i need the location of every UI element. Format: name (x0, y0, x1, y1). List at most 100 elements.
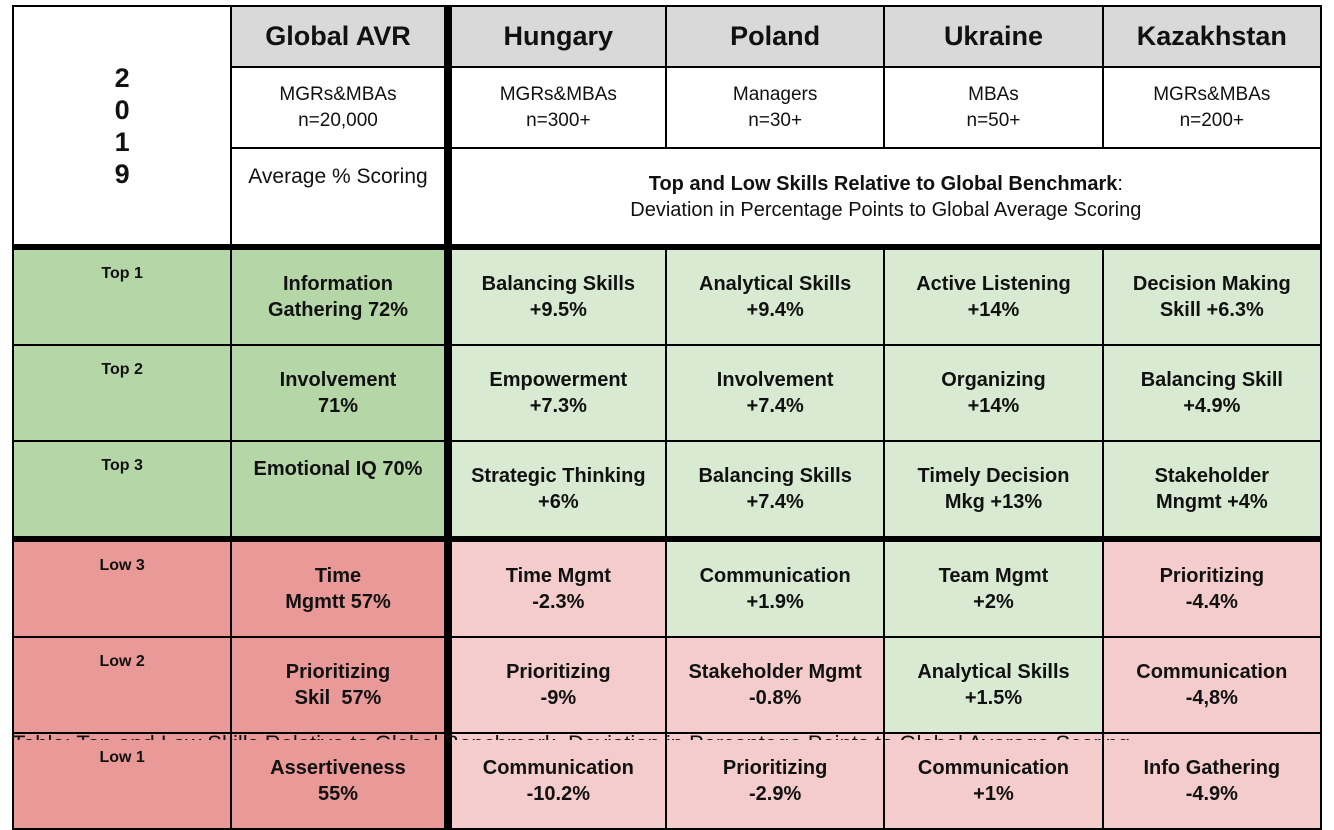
skill-name: Stakeholder Mgmt (688, 661, 862, 683)
skill-cell-kazakhstan: Balancing Skill +4.9% (1101, 344, 1323, 442)
global-skill-cell: Time Mgmtt 57% (230, 536, 449, 638)
skill-cell-poland: Prioritizing -2.9% (664, 732, 886, 830)
skill-cell-ukraine: Timely Decision Mkg +13% (883, 440, 1104, 540)
table-row-top-2: Top 2 Involvement 71% Empowerment +7.3% In… (11, 344, 1323, 442)
average-scoring-label: Average % Scoring (230, 147, 449, 248)
skill-cell-kazakhstan: Info Gathering -4.9% (1101, 732, 1323, 830)
header-row-samples: MGRs&MBAs n=20,000 MGRs&MBAs n=300+ Mana… (13, 66, 1323, 149)
deviation-note: Top and Low Skills Relative to Global Be… (443, 147, 1323, 248)
skill-name: Prioritizing (722, 757, 828, 779)
rank-label: Top 3 (11, 440, 233, 540)
global-sample: MGRs&MBAs n=20,000 (230, 66, 449, 149)
skill-name: Prioritizing (506, 661, 611, 683)
skill-line: 71% (317, 395, 358, 417)
skill-deviation: +7.4% (746, 491, 804, 513)
skill-deviation: Skill +6.3% (1159, 299, 1264, 321)
skill-name: Analytical Skills (699, 273, 852, 295)
skill-deviation: +14% (967, 395, 1020, 417)
country-header-ukraine: Ukraine (883, 5, 1104, 68)
sample-poland: Managers n=30+ (664, 66, 886, 149)
skill-cell-ukraine: Organizing +14% (883, 344, 1104, 442)
skill-cell-poland: Balancing Skills +7.4% (664, 440, 886, 540)
table-row-low-3: Low 3 Time Mgmtt 57% Time Mgmt -2.3% Commu… (11, 536, 1323, 638)
country-header-poland: Poland (664, 5, 886, 68)
skill-deviation: -2.3% (532, 591, 585, 613)
skill-cell-hungary: Communication -10.2% (443, 732, 667, 830)
skills-comparison-table: 2 0 1 9 Global AVR Hungary Poland Ukrain… (11, 5, 1323, 830)
table-row-low-1: Low 1 Assertiveness 55% Communication -10.… (11, 732, 1323, 830)
skill-cell-ukraine: Team Mgmt +2% (883, 536, 1104, 638)
skill-name: Info Gathering (1143, 757, 1281, 779)
skill-name: Communication (917, 757, 1070, 779)
global-skill-cell: Prioritizing Skil 57% (230, 636, 449, 734)
skill-line: Involvement (279, 369, 397, 391)
skill-deviation: +14% (967, 299, 1020, 321)
skill-cell-poland: Communication +1.9% (664, 536, 886, 638)
skill-deviation: -9% (540, 687, 577, 709)
global-skill-cell: Information Gathering 72% (230, 244, 449, 346)
skill-deviation: +2% (973, 591, 1014, 613)
skill-name: Decision Making (1132, 273, 1291, 295)
table-row-top-1: Top 1 Information Gathering 72% Balancing… (11, 244, 1323, 346)
skill-cell-poland: Analytical Skills +9.4% (664, 244, 886, 346)
header-row-countries: 2 0 1 9 Global AVR Hungary Poland Ukrain… (11, 5, 1323, 248)
skill-line: 55% (317, 783, 358, 805)
sample-group: MGRs&MBAs (1153, 83, 1271, 105)
sample-size: n=50+ (966, 109, 1021, 131)
skill-cell-hungary: Time Mgmt -2.3% (443, 536, 667, 638)
skill-line: Assertiveness (270, 757, 406, 779)
skill-name: Communication (1136, 661, 1288, 683)
skill-deviation: +7.3% (529, 395, 587, 417)
deviation-title-line: Top and Low Skills Relative to Global Be… (456, 171, 1319, 197)
skill-name: Empowerment (489, 369, 628, 391)
skill-line: Information (282, 273, 393, 295)
skill-cell-hungary: Prioritizing -9% (443, 636, 667, 734)
rank-label: Low 3 (11, 536, 233, 638)
skill-name: Strategic Thinking (471, 465, 646, 487)
skill-cell-hungary: Balancing Skills +9.5% (443, 244, 667, 346)
skill-deviation: +1% (973, 783, 1014, 805)
skill-name: Analytical Skills (917, 661, 1070, 683)
global-skill-cell: Assertiveness 55% (230, 732, 449, 830)
skill-cell-kazakhstan: Stakeholder Mngmt +4% (1101, 440, 1323, 540)
skill-cell-kazakhstan: Communication -4,8% (1101, 636, 1323, 734)
skill-name: Involvement (716, 369, 834, 391)
skill-deviation: +6% (538, 491, 579, 513)
skill-name: Active Listening (916, 273, 1071, 295)
skill-cell-hungary: Strategic Thinking +6% (443, 440, 667, 540)
sample-ukraine: MBAs n=50+ (883, 66, 1104, 149)
deviation-subtitle: Deviation in Percentage Points to Global… (630, 198, 1142, 221)
sample-size: n=300+ (526, 109, 591, 131)
sample-size: n=20,000 (298, 109, 378, 131)
skill-deviation: +9.5% (529, 299, 587, 321)
table-row-low-2: Low 2 Prioritizing Skil 57% Prioritizing -… (11, 636, 1323, 734)
skill-line: Emotional IQ 70% (253, 458, 423, 480)
skill-name: Balancing Skills (698, 465, 852, 487)
country-header-kazakhstan: Kazakhstan (1101, 5, 1323, 68)
rank-label: Low 2 (11, 636, 233, 734)
skill-name: Organizing (941, 369, 1046, 391)
skill-line: Time (314, 565, 362, 587)
skill-name: Stakeholder (1154, 465, 1270, 487)
table-caption: Table: Top and Low Skills Relative to Gl… (12, 732, 1322, 740)
skill-cell-poland: Stakeholder Mgmt -0.8% (664, 636, 886, 734)
rank-label: Top 2 (11, 344, 233, 442)
skill-cell-poland: Involvement +7.4% (664, 344, 886, 442)
sample-kazakhstan: MGRs&MBAs n=200+ (1101, 66, 1323, 149)
sample-group: MBAs (968, 83, 1019, 105)
skill-deviation: -10.2% (526, 783, 590, 805)
sample-size: n=200+ (1179, 109, 1245, 131)
skill-line: Gathering 72% (267, 299, 409, 321)
skill-deviation: +7.4% (746, 395, 804, 417)
year-digit: 0 (114, 94, 130, 125)
skill-deviation: +4.9% (1183, 395, 1241, 417)
sample-group: Managers (732, 83, 818, 105)
skill-line: Prioritizing (285, 661, 391, 683)
skill-cell-ukraine: Analytical Skills +1.5% (883, 636, 1104, 734)
skill-deviation: -4,8% (1185, 687, 1238, 709)
skill-name: Prioritizing (1159, 565, 1265, 587)
year-digit: 2 (114, 62, 130, 93)
table-row-top-3: Top 3 Emotional IQ 70% Strategic Thinkin… (11, 440, 1323, 540)
deviation-title: Top and Low Skills Relative to Global Be… (648, 172, 1118, 195)
skill-line: Skil 57% (294, 687, 382, 709)
